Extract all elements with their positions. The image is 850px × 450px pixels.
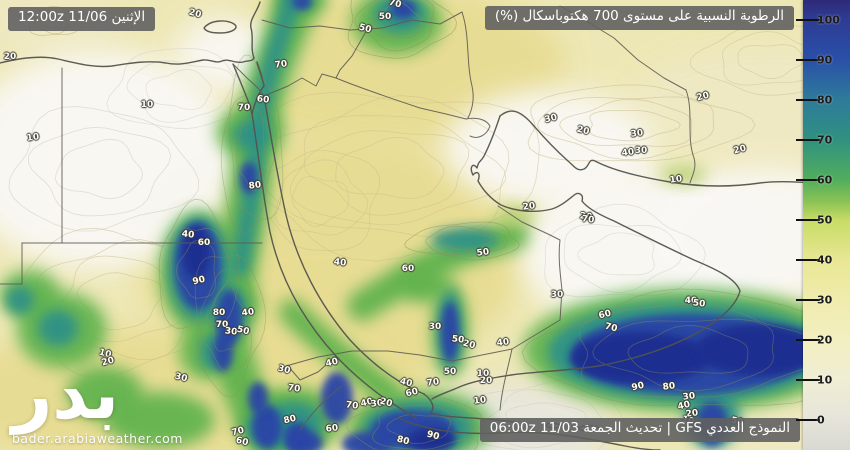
colorbar-tick-label: 10 [817, 373, 833, 387]
colorbar-tick-label: 30 [817, 293, 833, 307]
colorbar-tick [796, 379, 820, 381]
colorbar-tick-label: 70 [817, 133, 833, 147]
datetime-badge: الإثنين 11/06‏ 12:00z [8, 7, 156, 31]
colorbar-tick [796, 179, 820, 181]
colorbar-tick [796, 219, 820, 221]
colorbar-tick-label: 90 [817, 53, 833, 67]
colorbar-tick-label: 20 [817, 333, 833, 347]
colorbar-tick-label: 60 [817, 173, 833, 187]
colorbar-tick [796, 139, 820, 141]
colorbar-tick [796, 59, 820, 61]
colorbar-tick [796, 259, 820, 261]
colorbar-tick-label: 0 [817, 413, 825, 427]
colorbar-tick [796, 299, 820, 301]
colorbar-tick [796, 19, 820, 21]
map-title-badge: الرطوبة النسبية على مستوى 700 هكتوباسكال… [484, 6, 794, 30]
colorbar-tick-label: 50 [817, 213, 833, 227]
humidity-colorbar: 100 90 80 70 60 50 40 30 20 10 0 [796, 0, 850, 450]
colorbar-tick-label: 40 [817, 253, 833, 267]
colorbar-tick [796, 99, 820, 101]
colorbar-tick [796, 339, 820, 341]
colorbar-tick-label: 80 [817, 93, 833, 107]
colorbar-tick [796, 419, 820, 421]
colorbar-tick-label: 100 [817, 13, 840, 27]
model-info-badge: النموذج العددي GFS | تحديث الجمعة 11/03‏… [479, 418, 800, 442]
